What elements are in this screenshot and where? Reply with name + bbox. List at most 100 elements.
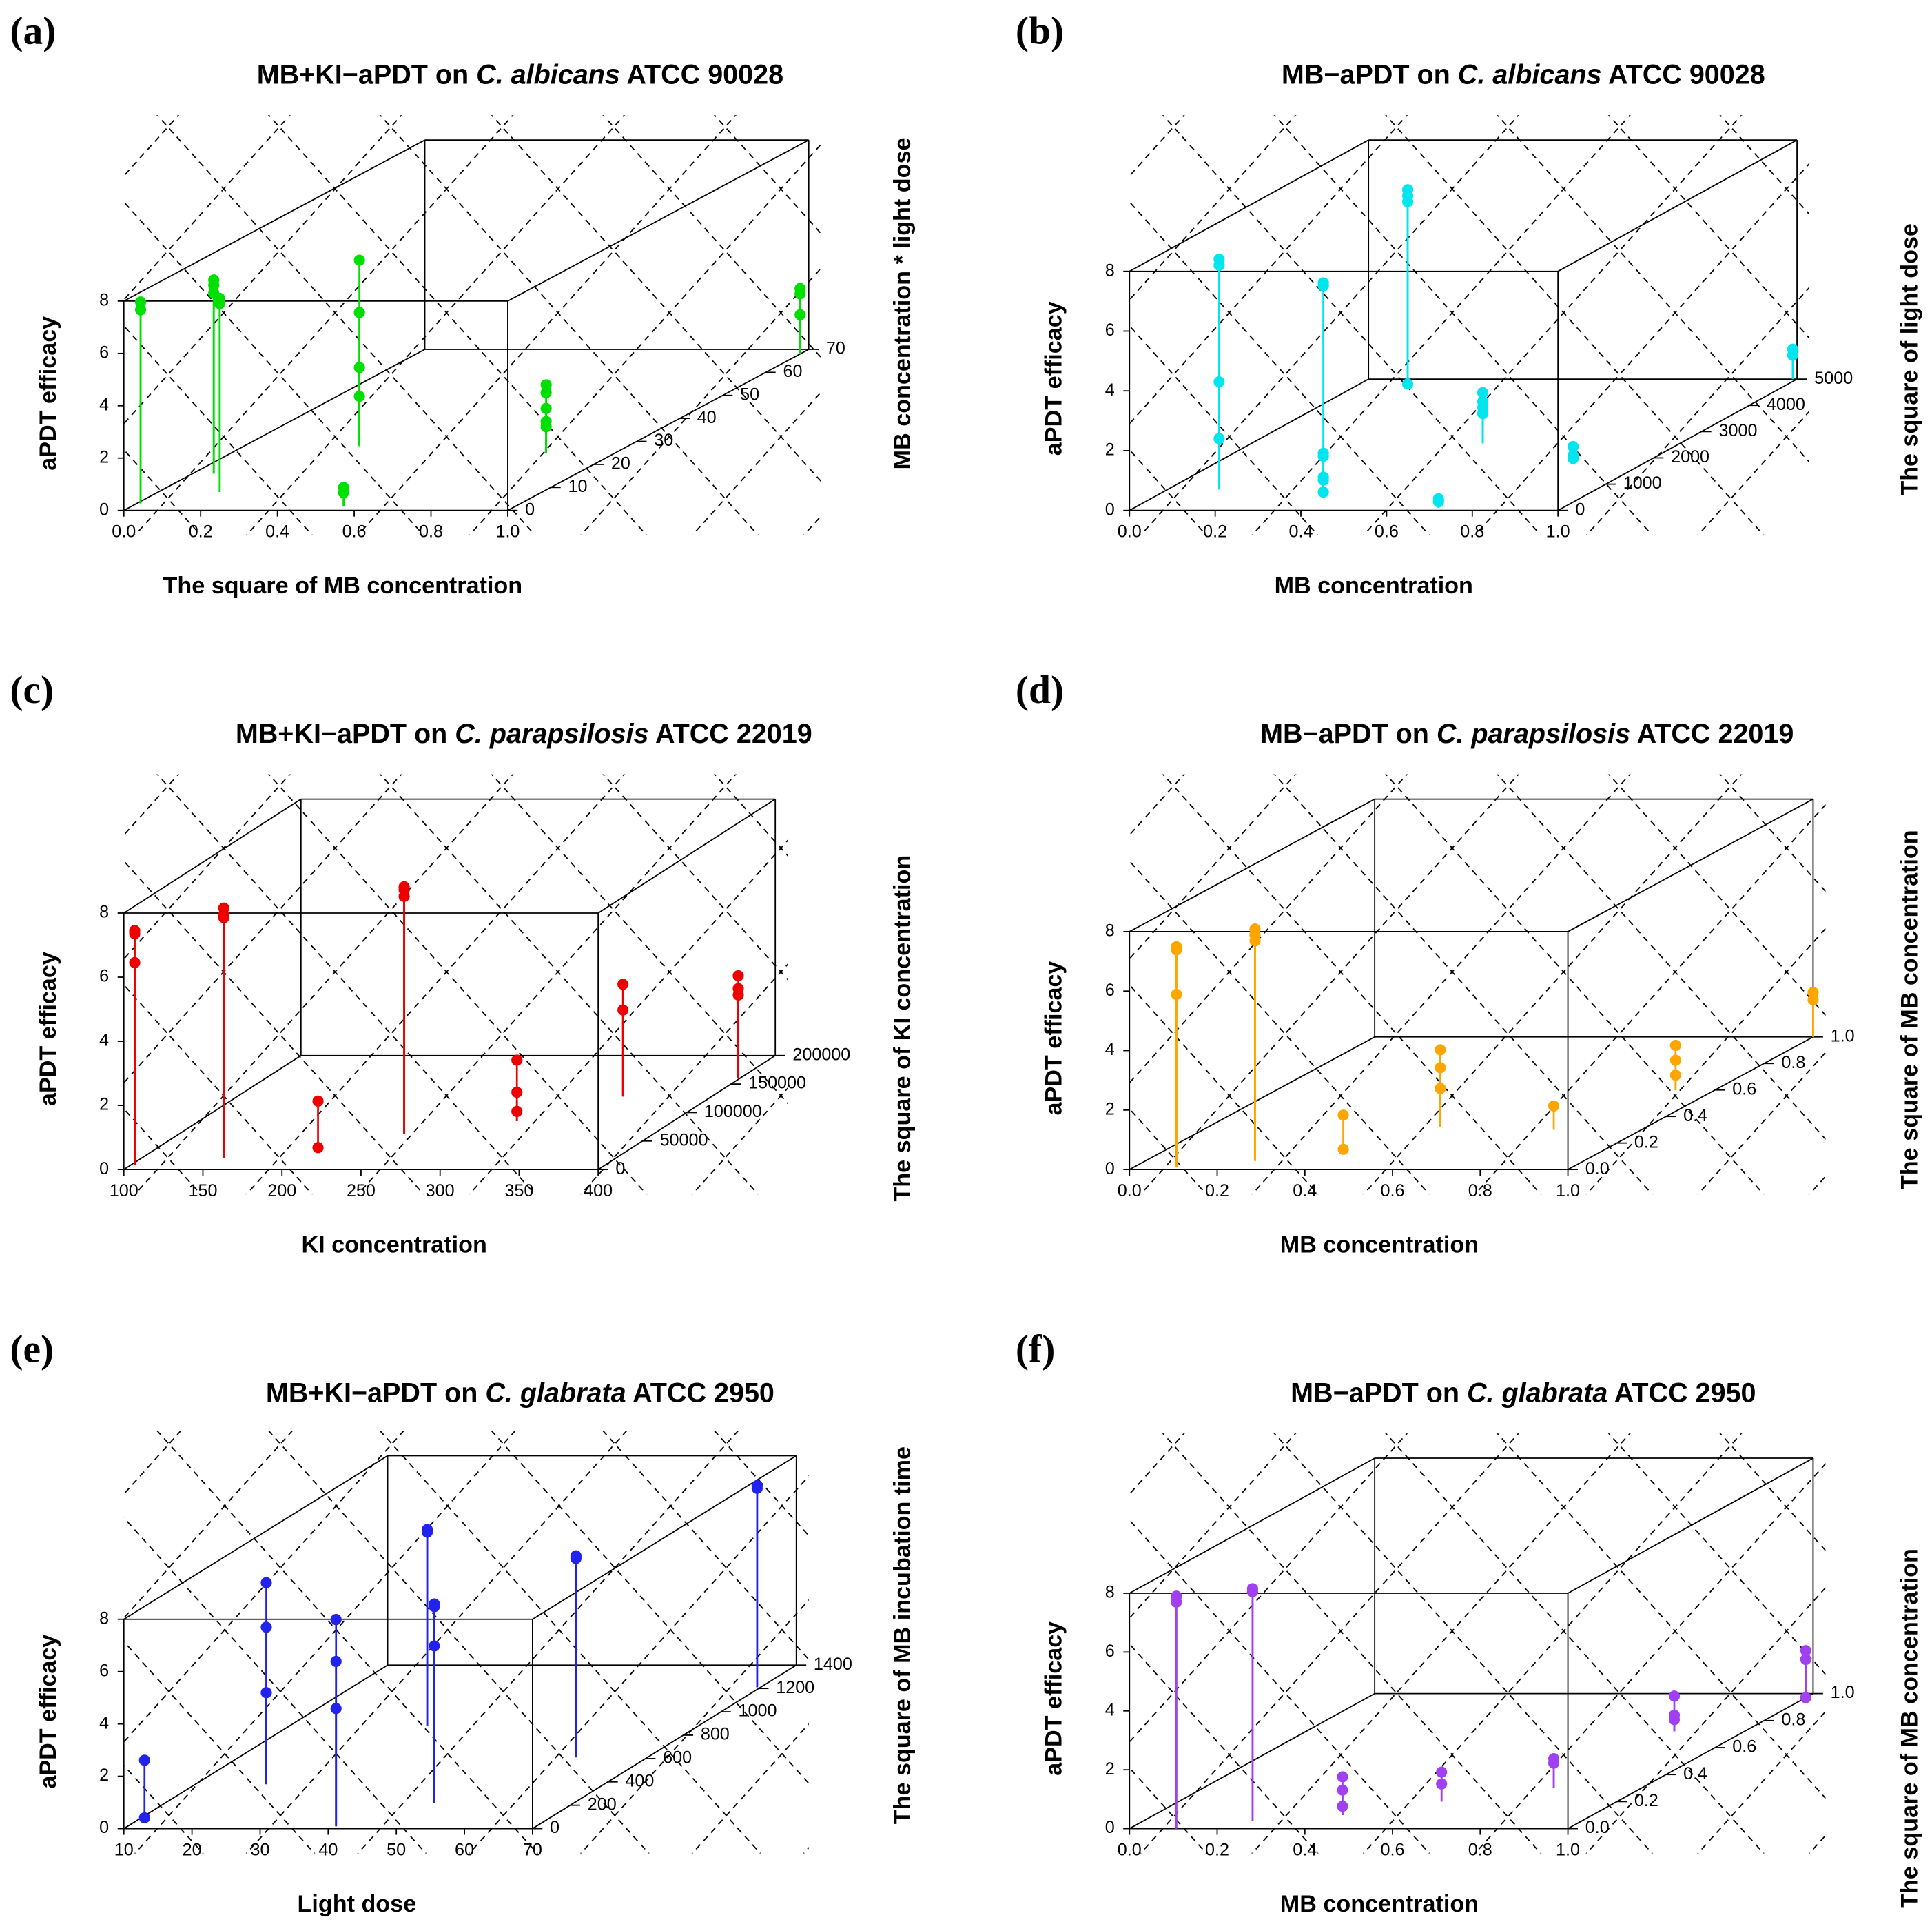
plane-line xyxy=(1697,1710,1826,1854)
point xyxy=(260,1621,272,1633)
x-tick-label: 50 xyxy=(387,1841,406,1860)
plane-line xyxy=(1129,115,1185,177)
y-tick-label: 1.0 xyxy=(1831,1026,1855,1045)
plane-line xyxy=(1162,1433,1542,1854)
plane-line xyxy=(491,115,821,482)
plane-line xyxy=(792,737,1215,1207)
box-edge xyxy=(532,1664,797,1830)
box-edge xyxy=(1129,798,1375,932)
y-tick-label: 200000 xyxy=(792,1045,850,1064)
y-tick-label: 10 xyxy=(568,477,588,496)
title-part: ATCC 2950 xyxy=(1607,1378,1756,1409)
plane-line xyxy=(713,774,788,857)
point xyxy=(1432,496,1444,508)
point xyxy=(422,1526,433,1538)
point xyxy=(1213,376,1225,388)
box-edge xyxy=(1557,378,1798,511)
y-tick-label: 70 xyxy=(826,339,845,358)
z-tick-label: 2 xyxy=(1105,440,1115,460)
plane-line xyxy=(1016,78,1438,547)
plane-line xyxy=(803,1847,809,1854)
plane-line xyxy=(379,115,759,535)
point xyxy=(540,379,552,391)
plane-line xyxy=(267,1431,650,1854)
plane-line xyxy=(123,1107,202,1195)
title-part: MB+KI−aPDT on xyxy=(236,719,455,749)
z-tick-label: 2 xyxy=(1105,1099,1115,1118)
x-tick-label: 0.0 xyxy=(1118,522,1142,542)
plane-line xyxy=(123,1764,204,1854)
plane-line xyxy=(602,115,821,359)
plane-line xyxy=(602,1431,809,1661)
point xyxy=(1213,433,1225,444)
x-tick-label: 100 xyxy=(110,1181,138,1200)
plane-line xyxy=(1129,1643,1319,1854)
x-tick-label: 1.0 xyxy=(1556,1181,1580,1200)
z-axis-label: aPDT efficacy xyxy=(35,316,61,471)
plane-line xyxy=(1129,325,1319,535)
panel-label: (c) xyxy=(10,668,54,712)
z-tick-label: 0 xyxy=(99,1159,109,1178)
x-tick-label: 0.0 xyxy=(1118,1841,1142,1860)
point xyxy=(1337,1801,1348,1812)
point xyxy=(353,254,365,266)
z-tick-label: 2 xyxy=(99,447,109,467)
plane-line xyxy=(156,115,536,535)
z-tick-label: 2 xyxy=(99,1766,109,1785)
box-edge xyxy=(1568,1692,1813,1830)
point xyxy=(330,1655,342,1668)
plane-line xyxy=(602,774,788,981)
point xyxy=(1317,450,1329,462)
plane-line xyxy=(491,774,788,1105)
point xyxy=(794,288,806,300)
x-tick-label: 150 xyxy=(188,1181,217,1200)
plane-line xyxy=(0,1394,103,1866)
chart-title: MB+KI−aPDT on C. parapsilosis ATCC 22019 xyxy=(236,719,812,749)
title-part: ATCC 22019 xyxy=(649,719,812,749)
box-edge xyxy=(123,1664,389,1830)
chart-title: MB+KI−aPDT on C. albicans ATCC 90028 xyxy=(257,60,783,90)
point xyxy=(1249,935,1261,947)
point xyxy=(312,1142,324,1154)
plane-line xyxy=(379,1431,761,1854)
regression-plane xyxy=(1129,774,1826,1195)
plane-line xyxy=(123,1516,427,1854)
box-edge xyxy=(597,798,776,914)
title-part: ATCC 2950 xyxy=(626,1378,774,1409)
y-axis-label: The square of MB concentration xyxy=(1896,830,1922,1189)
point xyxy=(260,1687,272,1699)
point xyxy=(1317,487,1329,498)
y-tick-label: 0 xyxy=(550,1818,559,1837)
plane-line xyxy=(123,983,314,1195)
point xyxy=(1669,1054,1681,1066)
plane-line xyxy=(904,1394,1328,1866)
point xyxy=(1548,1757,1560,1769)
y-tick-label: 400 xyxy=(625,1771,654,1790)
plane-line xyxy=(1162,115,1542,535)
x-tick-label: 0.6 xyxy=(1381,1181,1405,1200)
z-tick-label: 8 xyxy=(1105,260,1115,280)
z-tick-label: 8 xyxy=(1105,1583,1115,1602)
point xyxy=(1337,1143,1349,1155)
y-tick-label: 1000 xyxy=(739,1701,777,1721)
point xyxy=(338,487,349,499)
z-tick-label: 8 xyxy=(99,291,109,310)
point xyxy=(1807,994,1819,1005)
point xyxy=(1337,1771,1348,1783)
chart-title: MB+KI−aPDT on C. glabrata ATCC 2950 xyxy=(266,1378,774,1409)
point xyxy=(330,1614,342,1626)
y-tick-label: 1.0 xyxy=(1831,1683,1855,1702)
plane-line xyxy=(123,115,180,177)
y-tick-label: 40 xyxy=(697,408,717,427)
point xyxy=(1402,196,1414,207)
point xyxy=(129,956,141,968)
box-edge xyxy=(507,139,810,302)
x-tick-label: 10 xyxy=(114,1841,134,1860)
y-tick-label: 200 xyxy=(588,1794,617,1814)
title-part: C. glabrata xyxy=(485,1378,626,1409)
y-tick-label: 0.8 xyxy=(1781,1710,1805,1729)
point xyxy=(511,1054,523,1066)
plane-line xyxy=(1496,1433,1826,1799)
y-tick-label: 3000 xyxy=(1718,421,1757,440)
plane-line xyxy=(123,774,180,837)
